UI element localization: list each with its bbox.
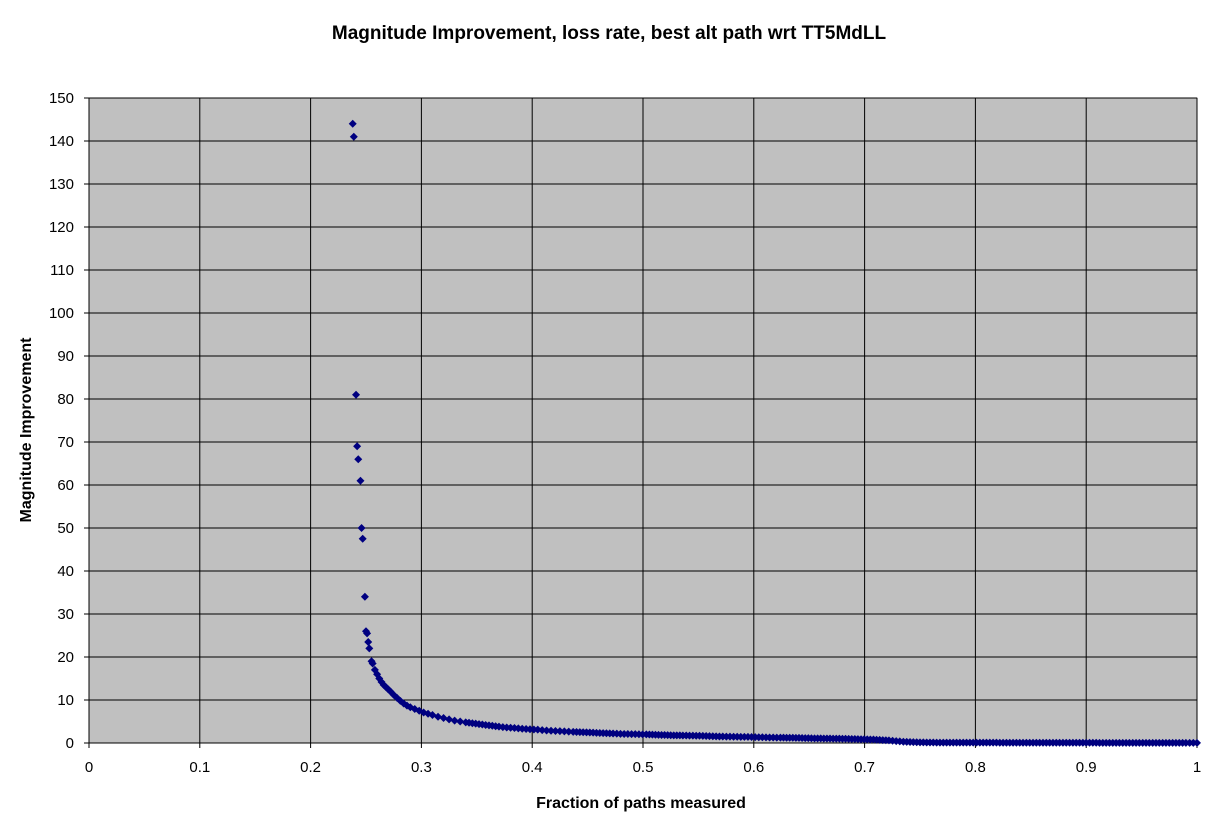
- chart-title: Magnitude Improvement, loss rate, best a…: [332, 23, 887, 44]
- y-tick-label: 140: [49, 133, 74, 150]
- x-axis-label: Fraction of paths measured: [536, 795, 746, 812]
- data-point: [456, 717, 465, 726]
- data-point: [533, 725, 542, 734]
- data-point: [450, 716, 459, 725]
- y-tick-label: 0: [66, 735, 74, 752]
- y-tick-label: 150: [49, 90, 74, 107]
- y-tick-label: 60: [57, 477, 74, 494]
- gridlines: [89, 97, 1198, 743]
- data-point: [352, 390, 361, 399]
- data-point: [356, 476, 365, 485]
- data-point: [538, 726, 547, 735]
- y-tick-label: 80: [57, 391, 74, 408]
- y-tick-label: 120: [49, 219, 74, 236]
- x-tick-label: 0.7: [854, 759, 875, 776]
- data-point: [365, 644, 374, 653]
- y-axis-ticks: 0 10 20 30 40 50 60 70 80 90 100 110 120 130 140 150: [49, 90, 89, 752]
- x-tick-label: 0.9: [1076, 759, 1097, 776]
- data-point: [368, 659, 377, 668]
- x-tick-label: 0.1: [189, 759, 210, 776]
- data-point: [439, 714, 448, 723]
- data-point: [353, 442, 362, 451]
- data-point: [445, 715, 454, 724]
- x-tick-label: 0.8: [965, 759, 986, 776]
- x-axis-ticks: 0 0.1 0.2 0.3 0.4 0.5 0.6 0.7 0.8 0.9 1: [85, 743, 1201, 776]
- y-tick-label: 30: [57, 606, 74, 623]
- y-tick-label: 20: [57, 649, 74, 666]
- data-point: [348, 119, 357, 128]
- y-tick-label: 100: [49, 305, 74, 322]
- data-point: [349, 132, 358, 141]
- data-point: [357, 524, 366, 532]
- data-point: [363, 629, 372, 638]
- data-point: [560, 727, 569, 736]
- data-point: [434, 712, 443, 721]
- y-tick-label: 70: [57, 434, 74, 451]
- data-points: [348, 119, 1201, 747]
- y-tick-label: 90: [57, 348, 74, 365]
- x-tick-label: 0.5: [633, 759, 654, 776]
- x-tick-label: 1: [1193, 759, 1201, 776]
- data-point: [354, 455, 363, 464]
- x-tick-label: 0: [85, 759, 93, 776]
- y-tick-label: 110: [50, 262, 74, 279]
- data-point: [555, 727, 564, 736]
- data-point: [364, 637, 373, 646]
- y-axis-label: Magnitude Improvement: [18, 337, 35, 523]
- y-tick-label: 10: [57, 692, 74, 709]
- data-point: [360, 592, 369, 601]
- x-tick-label: 0.4: [522, 759, 543, 776]
- data-point: [564, 727, 573, 736]
- y-tick-label: 130: [49, 176, 74, 193]
- data-point: [1193, 738, 1201, 747]
- x-tick-label: 0.6: [743, 759, 764, 776]
- y-tick-label: 40: [57, 563, 74, 580]
- x-tick-label: 0.3: [411, 759, 432, 776]
- data-point: [547, 726, 556, 735]
- data-point: [542, 726, 551, 735]
- x-tick-label: 0.2: [300, 759, 321, 776]
- data-point: [358, 534, 367, 543]
- data-point: [551, 726, 560, 735]
- y-tick-label: 50: [57, 520, 74, 537]
